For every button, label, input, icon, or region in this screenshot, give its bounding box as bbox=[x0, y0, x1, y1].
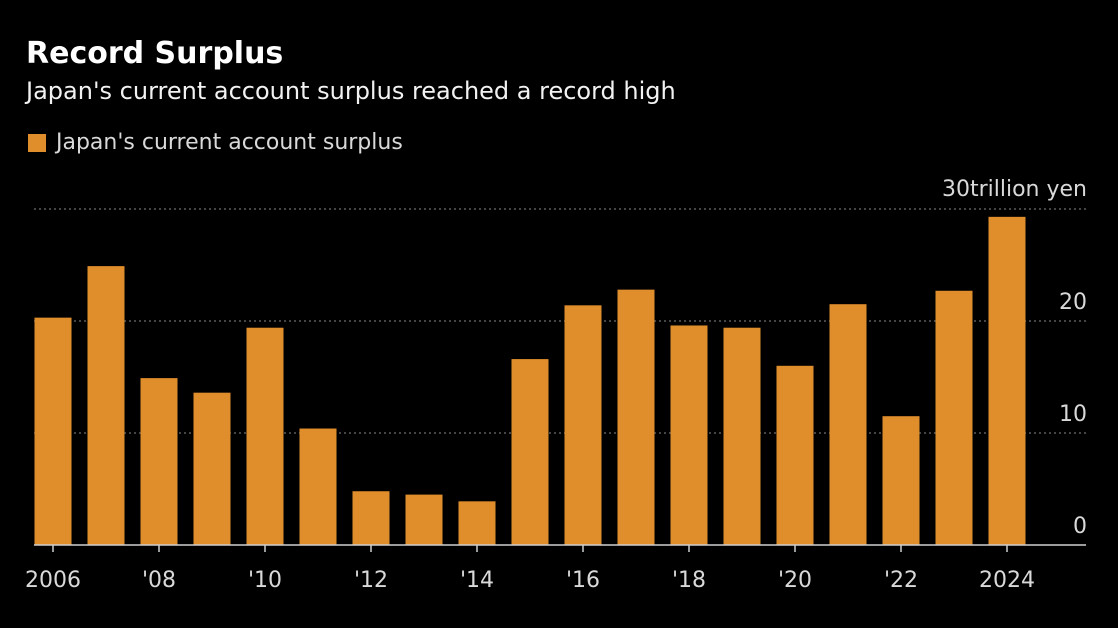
x-tick-label-2010: '10 bbox=[248, 568, 282, 593]
legend: Japan's current account surplus bbox=[28, 128, 403, 158]
bar-2024 bbox=[988, 216, 1026, 545]
x-tick-label-2012: '12 bbox=[354, 568, 388, 593]
bar-2021 bbox=[829, 304, 867, 545]
y-tick-label-10: 10 bbox=[1059, 402, 1087, 427]
bar-2016 bbox=[564, 305, 602, 545]
bar-2015 bbox=[511, 359, 549, 545]
chart-subtitle: Japan's current account surplus reached … bbox=[26, 77, 676, 105]
y-tick-label-20: 20 bbox=[1059, 290, 1087, 315]
bar-2014 bbox=[458, 501, 496, 545]
bar-2022 bbox=[882, 416, 920, 545]
bar-2008 bbox=[140, 378, 178, 545]
bar-2010 bbox=[246, 327, 284, 545]
x-tick-label-2008: '08 bbox=[142, 568, 176, 593]
chart-title: Record Surplus bbox=[26, 36, 284, 71]
x-tick-label-2006: 2006 bbox=[25, 568, 81, 593]
x-tick-label-2014: '14 bbox=[460, 568, 494, 593]
bar-2009 bbox=[193, 392, 231, 545]
bar-2017 bbox=[617, 289, 655, 545]
bar-2011 bbox=[299, 428, 337, 545]
x-tick-label-2018: '18 bbox=[672, 568, 706, 593]
bar-2023 bbox=[935, 290, 973, 545]
bar-2020 bbox=[776, 365, 814, 545]
legend-label: Japan's current account surplus bbox=[56, 130, 403, 155]
x-tick-label-2020: '20 bbox=[778, 568, 812, 593]
y-tick-label-30: 30trillion yen bbox=[942, 177, 1087, 202]
bar-2019 bbox=[723, 327, 761, 545]
x-tick-label-2016: '16 bbox=[566, 568, 600, 593]
legend-swatch bbox=[28, 134, 46, 152]
x-tick-label-2024: 2024 bbox=[979, 568, 1035, 593]
x-tick-label-2022: '22 bbox=[884, 568, 918, 593]
bar-2007 bbox=[87, 266, 125, 545]
bar-2018 bbox=[670, 325, 708, 545]
bar-2012 bbox=[352, 491, 390, 545]
bar-2013 bbox=[405, 494, 443, 545]
bar-2006 bbox=[34, 317, 72, 545]
y-tick-label-0: 0 bbox=[1073, 514, 1087, 539]
